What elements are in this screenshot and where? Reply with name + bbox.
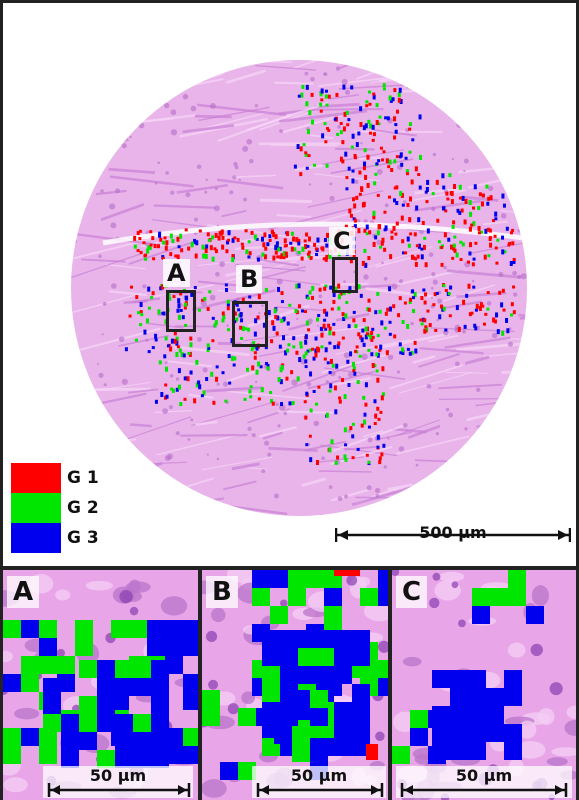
region-box-c [332,257,358,293]
zoom-scale-arrow-a [47,783,191,797]
zoom-panel-label-a: A [7,576,40,608]
zoom-scale-label-b: 50 µm [290,766,348,785]
zoom-panel-a: A 50 µm [3,570,198,800]
region-box-a [166,290,196,332]
zoom-scale-bar-b: 50 µm [252,766,386,798]
region-label-c: C [329,227,355,255]
main-scale-label: 500 µm [419,523,487,542]
legend-item-g1: G 1 [11,463,99,493]
legend-swatch-g3 [11,523,61,553]
region-label-b: B [236,265,263,293]
zoom-scale-arrow-b [256,783,384,797]
zoom-scale-label-a: 50 µm [89,766,147,785]
zoom-scale-bar-a: 50 µm [43,766,193,798]
zoom-panel-c: C 50 µm [392,570,576,800]
tissue-core-image [71,60,527,516]
zoom-panel-label-c: C [396,576,428,608]
legend-swatch-g2 [11,493,61,523]
main-scale-bar: 500 µm [335,523,571,542]
region-label-a: A [163,259,190,287]
legend: G 1 G 2 G 3 [11,463,99,553]
zoom-scale-bar-c: 50 µm [396,766,572,798]
zoom-panel-label-b: B [206,576,238,608]
legend-item-g2: G 2 [11,493,99,523]
legend-label-g1: G 1 [67,468,99,488]
region-box-b [232,301,268,347]
zoom-scale-label-c: 50 µm [455,766,513,785]
legend-label-g3: G 3 [67,528,99,548]
legend-item-g3: G 3 [11,523,99,553]
main-scale-arrow [335,528,571,542]
zoom-panel-b: B 50 µm [202,570,388,800]
legend-label-g2: G 2 [67,498,99,518]
tissue-core-panel: A B C G 1 G 2 G 3 500 µm [3,3,576,566]
zoom-scale-arrow-c [400,783,568,797]
legend-swatch-g1 [11,463,61,493]
